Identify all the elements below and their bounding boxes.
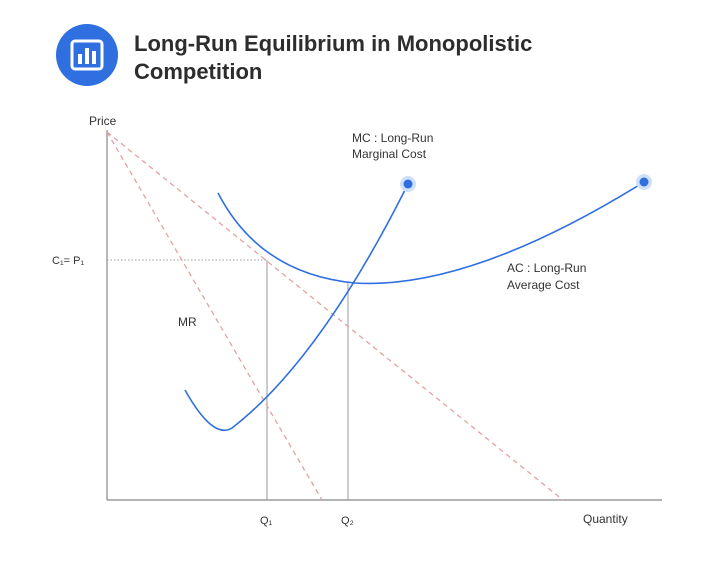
price-label: C₁= P₁: [52, 255, 84, 267]
mc-endpoint-dot: [403, 179, 413, 189]
page-title: Long-Run Equilibrium in Monopolistic Com…: [134, 30, 654, 86]
ac-endpoint-dot: [639, 177, 649, 187]
q2-label: Q₂: [341, 515, 354, 527]
mc-curve: [184, 183, 409, 432]
ac-label-line-1: AC : Long-Run: [507, 261, 586, 275]
q1-label: Q₁: [260, 515, 273, 527]
mc-label-line-1: MC : Long-Run: [352, 131, 433, 145]
bar-chart-icon: [56, 24, 118, 86]
title-line-2: Competition: [134, 59, 263, 84]
mr-label: MR: [178, 315, 197, 329]
title-line-1: Long-Run Equilibrium in Monopolistic: [134, 31, 533, 56]
ac-label-line-2: Average Cost: [507, 278, 580, 292]
mr-line: [106, 131, 323, 501]
x-axis-label: Quantity: [583, 512, 628, 526]
y-axis-label: Price: [89, 114, 117, 128]
mc-label-line-2: Marginal Cost: [352, 147, 427, 161]
demand-line: [106, 131, 564, 501]
ac-curve: [217, 181, 645, 285]
